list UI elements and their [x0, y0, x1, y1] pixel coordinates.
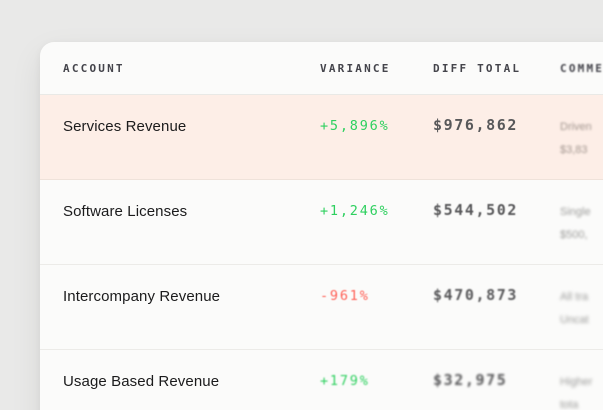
comment-text: All tra Uncat: [560, 286, 603, 332]
column-header-diff-total: DIFF TOTAL: [433, 61, 522, 75]
comment-line-2: tota: [560, 399, 579, 410]
table-row-usage-based-revenue[interactable]: Usage Based Revenue +179% $32,975 Higher…: [40, 350, 603, 410]
variance-value: +179%: [320, 373, 370, 389]
comment-text: Driven $3,83: [560, 116, 603, 162]
comment-line-2: $500,: [560, 229, 588, 241]
variance-value: +5,896%: [320, 118, 390, 134]
comment-text: Single $500,: [560, 201, 603, 247]
diff-total-value: $470,873: [433, 286, 519, 304]
comment-line-1: Higher: [560, 376, 593, 388]
comment-line-1: Driven: [560, 121, 592, 133]
table-row-services-revenue[interactable]: Services Revenue +5,896% $976,862 Driven…: [40, 95, 603, 180]
account-name: Services Revenue: [63, 118, 187, 135]
variance-table-card: ACCOUNT VARIANCE DIFF TOTAL COMMENT Serv…: [40, 42, 603, 410]
variance-value: +1,246%: [320, 203, 390, 219]
column-header-comment: COMMENT: [560, 61, 603, 75]
account-name: Usage Based Revenue: [63, 373, 220, 390]
diff-total-value: $32,975: [433, 371, 508, 389]
variance-value: -961%: [320, 288, 370, 304]
account-name: Intercompany Revenue: [63, 288, 221, 305]
comment-text: Higher tota: [560, 371, 603, 410]
table-row-software-licenses[interactable]: Software Licenses +1,246% $544,502 Singl…: [40, 180, 603, 265]
table-header-row: ACCOUNT VARIANCE DIFF TOTAL COMMENT: [40, 42, 603, 95]
column-header-account: ACCOUNT: [63, 61, 125, 75]
comment-line-1: Single: [560, 206, 591, 218]
comment-line-1: All tra: [560, 291, 589, 303]
diff-total-value: $544,502: [433, 201, 519, 219]
column-header-variance: VARIANCE: [320, 61, 391, 75]
table-row-intercompany-revenue[interactable]: Intercompany Revenue -961% $470,873 All …: [40, 265, 603, 350]
comment-line-2: $3,83: [560, 144, 588, 156]
comment-line-2: Uncat: [560, 314, 589, 326]
diff-total-value: $976,862: [433, 116, 519, 134]
account-name: Software Licenses: [63, 203, 188, 220]
